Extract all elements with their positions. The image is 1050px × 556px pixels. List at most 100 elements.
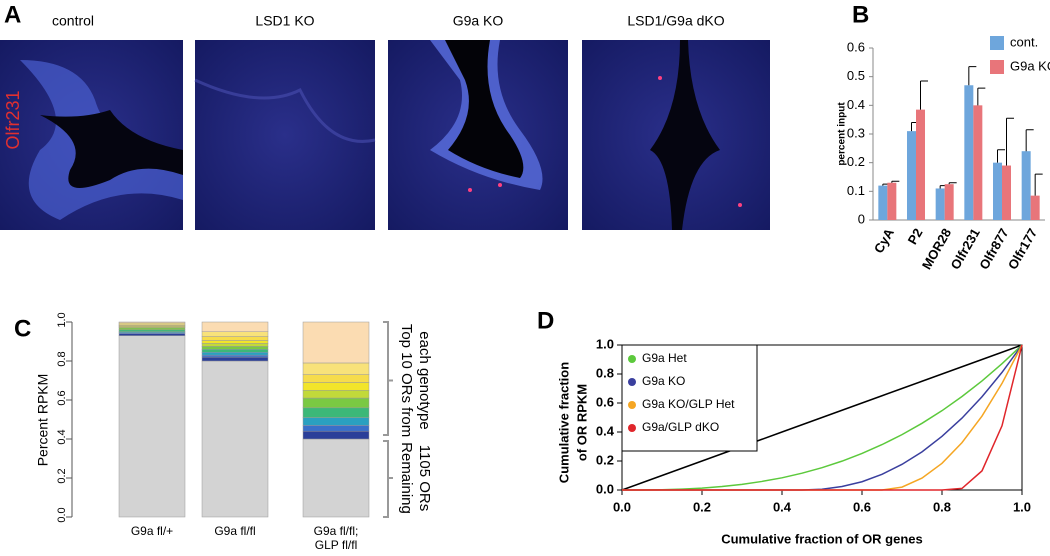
y-tick-label: 0.1 [847,183,865,198]
panel-letter: C [14,315,31,342]
y-tick-label: 0.6 [847,39,865,54]
bar [1002,165,1011,220]
bar-segment [302,425,370,432]
bar-segment [302,397,370,409]
error-bar [1006,117,1014,166]
x-tick-label: 0.4 [773,499,792,514]
x-tick-label: P2 [905,226,926,247]
error-bar [1034,173,1043,196]
lumen [650,40,720,230]
x-tick-label: 0.0 [613,499,631,514]
x-tick-label: 0.6 [853,499,871,514]
y-tick-label: 0.4 [56,429,68,444]
micrographs [0,40,770,230]
bar-segment [201,354,269,358]
error-bar [948,182,957,185]
epithelium [194,78,376,143]
error-bar [968,66,977,86]
error-bar [891,180,900,183]
y-tick-label: 1.0 [56,312,68,327]
bar-segment [201,356,269,362]
bar [944,184,954,220]
bar-segment [302,321,370,364]
legend-label: G9a KO [1010,58,1050,73]
bar [993,162,1002,220]
legend-marker [628,355,636,363]
annotation: Top 10 ORs from [398,324,415,437]
y-tick-label: 1.0 [596,336,614,351]
bar [1030,195,1040,220]
error-bar [977,87,986,106]
legend-label: G9a KO/GLP Het [642,397,735,411]
x-tick-label: 1.0 [1013,499,1031,514]
bar [964,85,974,221]
y-tick-label: 0.0 [596,481,614,496]
bar [907,131,916,220]
x-tick-label: G9a fl/fl; [314,524,359,538]
micrograph [195,40,375,230]
legend-marker [628,424,636,432]
bar-segment [118,321,186,324]
bar [935,188,945,220]
y-axis-label: of OR RPKM [574,384,589,461]
panel-letter: B [852,1,869,28]
bar-segment [302,362,370,375]
x-tick-label: 0.2 [693,499,711,514]
legend-label: cont. [1010,34,1038,49]
panel-letter: D [537,307,554,334]
y-axis-label: percent input [837,102,848,166]
y-tick-label: 0.8 [56,351,68,366]
bar-segment [118,333,186,336]
bar-segment [302,407,370,418]
y-axis-label: Cumulative fraction [556,362,571,483]
bar-segment [201,331,269,337]
legend-marker [628,401,636,409]
bar-segment [201,343,269,347]
error-bar [1025,129,1034,152]
legend-marker [628,378,636,386]
bar [1021,151,1031,220]
y-axis-label: Percent RPKM [35,374,51,467]
y-tick-label: 0.2 [56,468,68,483]
bar-segment [302,382,370,391]
line [621,344,1023,491]
bar-segment [201,340,269,344]
image-label: G9a KO [453,13,504,29]
legend-swatch [990,36,1004,50]
line [622,344,1023,491]
bracket [383,440,393,518]
bar-segment [302,374,370,383]
bar-segment [118,322,186,326]
bar-segment [302,417,370,426]
y-tick-label: 0.3 [847,125,865,140]
y-tick-label: 0.4 [596,423,615,438]
y-tick-label: 0.6 [596,394,614,409]
y-tick-label: 0.5 [847,68,865,83]
error-bar [920,80,928,110]
bar-segment [201,321,269,332]
line [621,344,1023,491]
annotation: Remaining [398,442,415,514]
signal [658,76,662,80]
image-label: LSD1/G9a dKO [627,13,724,29]
image-label: LSD1 KO [255,13,314,29]
x-tick-label: G9a fl/+ [131,524,173,538]
signal [498,183,502,187]
y-tick-label: 0 [858,211,865,226]
y-tick-label: 0.0 [56,507,68,522]
x-tick-label: GLP fl/fl [315,538,357,552]
bar-segment [302,390,370,399]
bar [887,182,897,220]
x-axis-label: Cumulative fraction of OR genes [721,531,923,546]
bar-segment [201,346,269,350]
bar-segment [201,360,269,518]
signal [468,188,472,192]
legend-box [621,344,758,452]
y-tick-label: 0.8 [596,365,614,380]
bar-segment [201,351,269,356]
bar-segment [302,430,370,440]
signal [738,203,742,207]
bar-segment [302,438,370,518]
x-tick-label: CyA [871,225,897,256]
